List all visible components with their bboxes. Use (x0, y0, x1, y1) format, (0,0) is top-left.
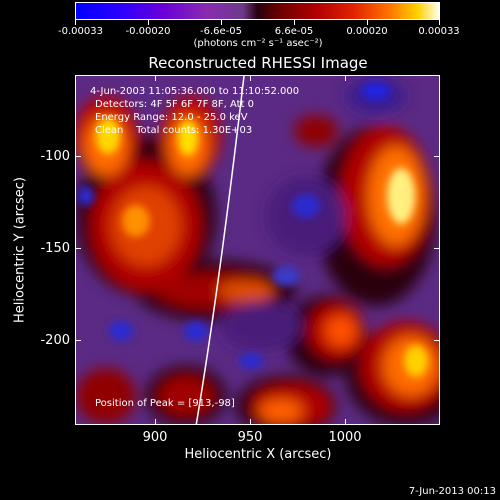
x-tick-mark (155, 75, 156, 81)
y-tick-label: -100 (40, 149, 70, 164)
reconstructed-image (76, 76, 439, 424)
colorbar-units: (photons cm⁻² s⁻¹ asec⁻²) (193, 38, 323, 49)
y-tick-mark (75, 156, 81, 157)
x-tick-mark (250, 419, 251, 425)
x-tick-mark (155, 419, 156, 425)
colorbar-tick-label: 6.6e-05 (274, 26, 314, 37)
colorbar-tick (221, 20, 222, 25)
colorbar-tick (75, 20, 76, 25)
colorbar-tick (294, 20, 295, 25)
colorbar-tick-label: 0.00033 (418, 26, 460, 37)
image-plot (75, 75, 440, 425)
x-tick-label: 1000 (328, 430, 362, 445)
colorbar-tick (148, 20, 149, 25)
info-peak-position: Position of Peak = [913,-98] (95, 398, 235, 409)
x-tick-mark (250, 75, 251, 81)
colorbar-gradient (76, 3, 439, 19)
colorbar-tick-label: 0.00020 (346, 26, 388, 37)
x-tick-mark (345, 75, 346, 81)
colorbar-tick-label: -6.6e-05 (200, 26, 242, 37)
y-tick-label: -150 (40, 241, 70, 256)
y-tick-label: -200 (40, 333, 70, 348)
y-tick-mark (434, 156, 440, 157)
info-clean-counts: Clean Total counts: 1.30E+03 (95, 125, 253, 136)
y-tick-mark (75, 248, 81, 249)
info-time-range: 4-Jun-2003 11:05:36.000 to 11:10:52.000 (90, 86, 300, 97)
x-axis-label: Heliocentric X (arcsec) (184, 447, 332, 462)
colorbar-tick-label: -0.00020 (125, 26, 171, 37)
solar-limb-line (195, 76, 245, 424)
timestamp: 7-Jun-2013 00:13 (408, 486, 496, 497)
colorbar-tick-label: -0.00033 (58, 26, 103, 37)
x-tick-mark (345, 419, 346, 425)
info-energy-range: Energy Range: 12.0 - 25.0 keV (95, 112, 248, 123)
y-tick-mark (434, 248, 440, 249)
x-tick-label: 900 (142, 430, 168, 445)
y-axis-label: Heliocentric Y (arcsec) (12, 177, 28, 323)
colorbar (75, 2, 440, 20)
info-detectors: Detectors: 4F 5F 6F 7F 8F, Att 0 (95, 99, 255, 110)
y-tick-mark (75, 340, 81, 341)
colorbar-tick (367, 20, 368, 25)
y-tick-mark (434, 340, 440, 341)
plot-title: Reconstructed RHESSI Image (148, 54, 368, 72)
x-tick-label: 950 (237, 430, 263, 445)
colorbar-tick (439, 20, 440, 25)
